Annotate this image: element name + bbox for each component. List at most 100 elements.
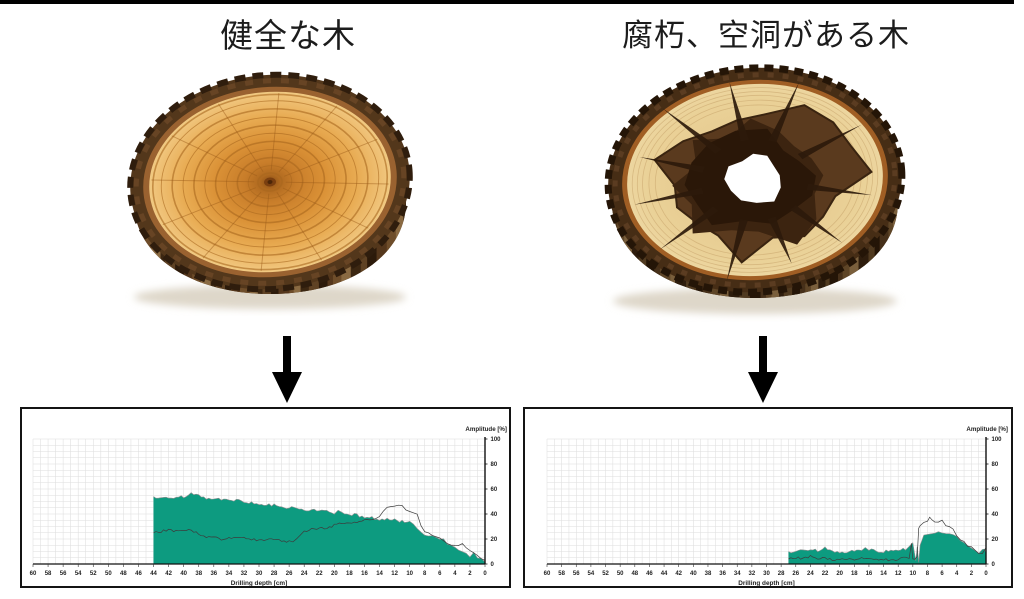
svg-text:Amplitude [%]: Amplitude [%] <box>966 426 1008 433</box>
svg-text:46: 46 <box>135 571 142 577</box>
svg-text:60: 60 <box>30 571 37 577</box>
svg-text:16: 16 <box>866 571 873 577</box>
svg-text:54: 54 <box>75 571 82 577</box>
svg-text:18: 18 <box>851 571 858 577</box>
healthy-tree-image <box>118 64 422 316</box>
svg-text:6: 6 <box>438 571 442 577</box>
svg-text:44: 44 <box>661 571 668 577</box>
svg-text:54: 54 <box>588 571 595 577</box>
svg-text:38: 38 <box>195 571 202 577</box>
log-top-face <box>604 64 906 296</box>
svg-text:80: 80 <box>491 462 498 468</box>
svg-text:40: 40 <box>690 571 697 577</box>
resistograph-panel-healthy: 60 58 56 54 52 50 48 46 44 42 40 38 36 34 32 30 28 26 24 22… <box>20 407 511 588</box>
svg-text:12: 12 <box>391 571 398 577</box>
radial-cracks <box>634 81 872 281</box>
svg-text:Amplitude [%]: Amplitude [%] <box>465 426 507 433</box>
svg-text:34: 34 <box>734 571 741 577</box>
svg-text:52: 52 <box>602 571 609 577</box>
svg-text:22: 22 <box>316 571 323 577</box>
log-top-face <box>127 71 413 293</box>
svg-text:50: 50 <box>617 571 624 577</box>
decayed-log-svg <box>604 64 906 314</box>
svg-text:60: 60 <box>992 487 999 493</box>
svg-text:0: 0 <box>992 562 996 568</box>
svg-text:10: 10 <box>406 571 413 577</box>
svg-text:4: 4 <box>453 571 457 577</box>
svg-text:24: 24 <box>301 571 308 577</box>
down-arrow-icon <box>748 336 778 403</box>
svg-text:12: 12 <box>895 571 902 577</box>
decayed-tree-image <box>598 56 912 322</box>
svg-text:28: 28 <box>778 571 785 577</box>
svg-text:18: 18 <box>346 571 353 577</box>
svg-text:32: 32 <box>241 571 248 577</box>
svg-text:0: 0 <box>483 571 487 577</box>
svg-text:8: 8 <box>423 571 427 577</box>
svg-text:20: 20 <box>836 571 843 577</box>
svg-text:60: 60 <box>544 571 551 577</box>
svg-text:80: 80 <box>992 462 999 468</box>
svg-text:56: 56 <box>60 571 67 577</box>
down-arrow-icon <box>272 336 302 403</box>
svg-text:52: 52 <box>90 571 97 577</box>
top-border-bar <box>0 0 1014 4</box>
svg-text:48: 48 <box>120 571 127 577</box>
svg-text:20: 20 <box>992 537 999 543</box>
resistograph-chart-healthy: 60 58 56 54 52 50 48 46 44 42 40 38 36 34 32 30 28 26 24 22… <box>30 426 507 586</box>
svg-text:16: 16 <box>361 571 368 577</box>
svg-text:56: 56 <box>573 571 580 577</box>
svg-text:40: 40 <box>180 571 187 577</box>
log-shadow <box>134 285 406 309</box>
svg-text:26: 26 <box>286 571 293 577</box>
svg-text:36: 36 <box>210 571 217 577</box>
svg-text:14: 14 <box>880 571 887 577</box>
svg-text:34: 34 <box>226 571 233 577</box>
hollow-center <box>724 153 781 203</box>
growth-rings <box>151 93 389 271</box>
resistograph-chart-decayed: 60 58 56 54 52 50 48 46 44 42 40 38 36 34 32 30 28 26 24 22… <box>544 426 1008 586</box>
svg-text:20: 20 <box>491 537 498 543</box>
svg-text:100: 100 <box>992 437 1003 443</box>
svg-text:0: 0 <box>984 571 988 577</box>
svg-text:40: 40 <box>491 512 498 518</box>
decayed-tree-title: 腐朽、空洞がある木 <box>622 18 910 53</box>
svg-text:10: 10 <box>909 571 916 577</box>
svg-text:8: 8 <box>926 571 930 577</box>
resistograph-panel-decayed: 60 58 56 54 52 50 48 46 44 42 40 38 36 34 32 30 28 26 24 22… <box>523 407 1013 588</box>
svg-text:40: 40 <box>992 512 999 518</box>
svg-text:58: 58 <box>45 571 52 577</box>
svg-text:22: 22 <box>822 571 829 577</box>
svg-text:42: 42 <box>675 571 682 577</box>
svg-text:6: 6 <box>940 571 944 577</box>
svg-text:30: 30 <box>763 571 770 577</box>
svg-text:60: 60 <box>491 487 498 493</box>
down-arrow-decayed <box>746 336 780 403</box>
svg-text:2: 2 <box>468 571 472 577</box>
svg-text:30: 30 <box>256 571 263 577</box>
svg-text:36: 36 <box>719 571 726 577</box>
svg-text:20: 20 <box>331 571 338 577</box>
svg-text:2: 2 <box>970 571 974 577</box>
svg-text:44: 44 <box>150 571 157 577</box>
svg-text:Drilling depth [cm]: Drilling depth [cm] <box>231 580 287 586</box>
svg-text:48: 48 <box>631 571 638 577</box>
svg-text:50: 50 <box>105 571 112 577</box>
svg-text:46: 46 <box>646 571 653 577</box>
svg-text:4: 4 <box>955 571 959 577</box>
svg-text:42: 42 <box>165 571 172 577</box>
svg-text:100: 100 <box>491 437 502 443</box>
radial-rays <box>151 93 389 271</box>
svg-text:32: 32 <box>749 571 756 577</box>
svg-text:26: 26 <box>792 571 799 577</box>
healthy-tree-title: 健全な木 <box>220 17 356 54</box>
svg-text:0: 0 <box>491 562 495 568</box>
svg-text:38: 38 <box>705 571 712 577</box>
log-shadow <box>613 288 897 314</box>
svg-text:28: 28 <box>271 571 278 577</box>
down-arrow-healthy <box>270 336 304 403</box>
healthy-log-svg <box>127 71 413 309</box>
svg-text:14: 14 <box>376 571 383 577</box>
svg-text:58: 58 <box>558 571 565 577</box>
